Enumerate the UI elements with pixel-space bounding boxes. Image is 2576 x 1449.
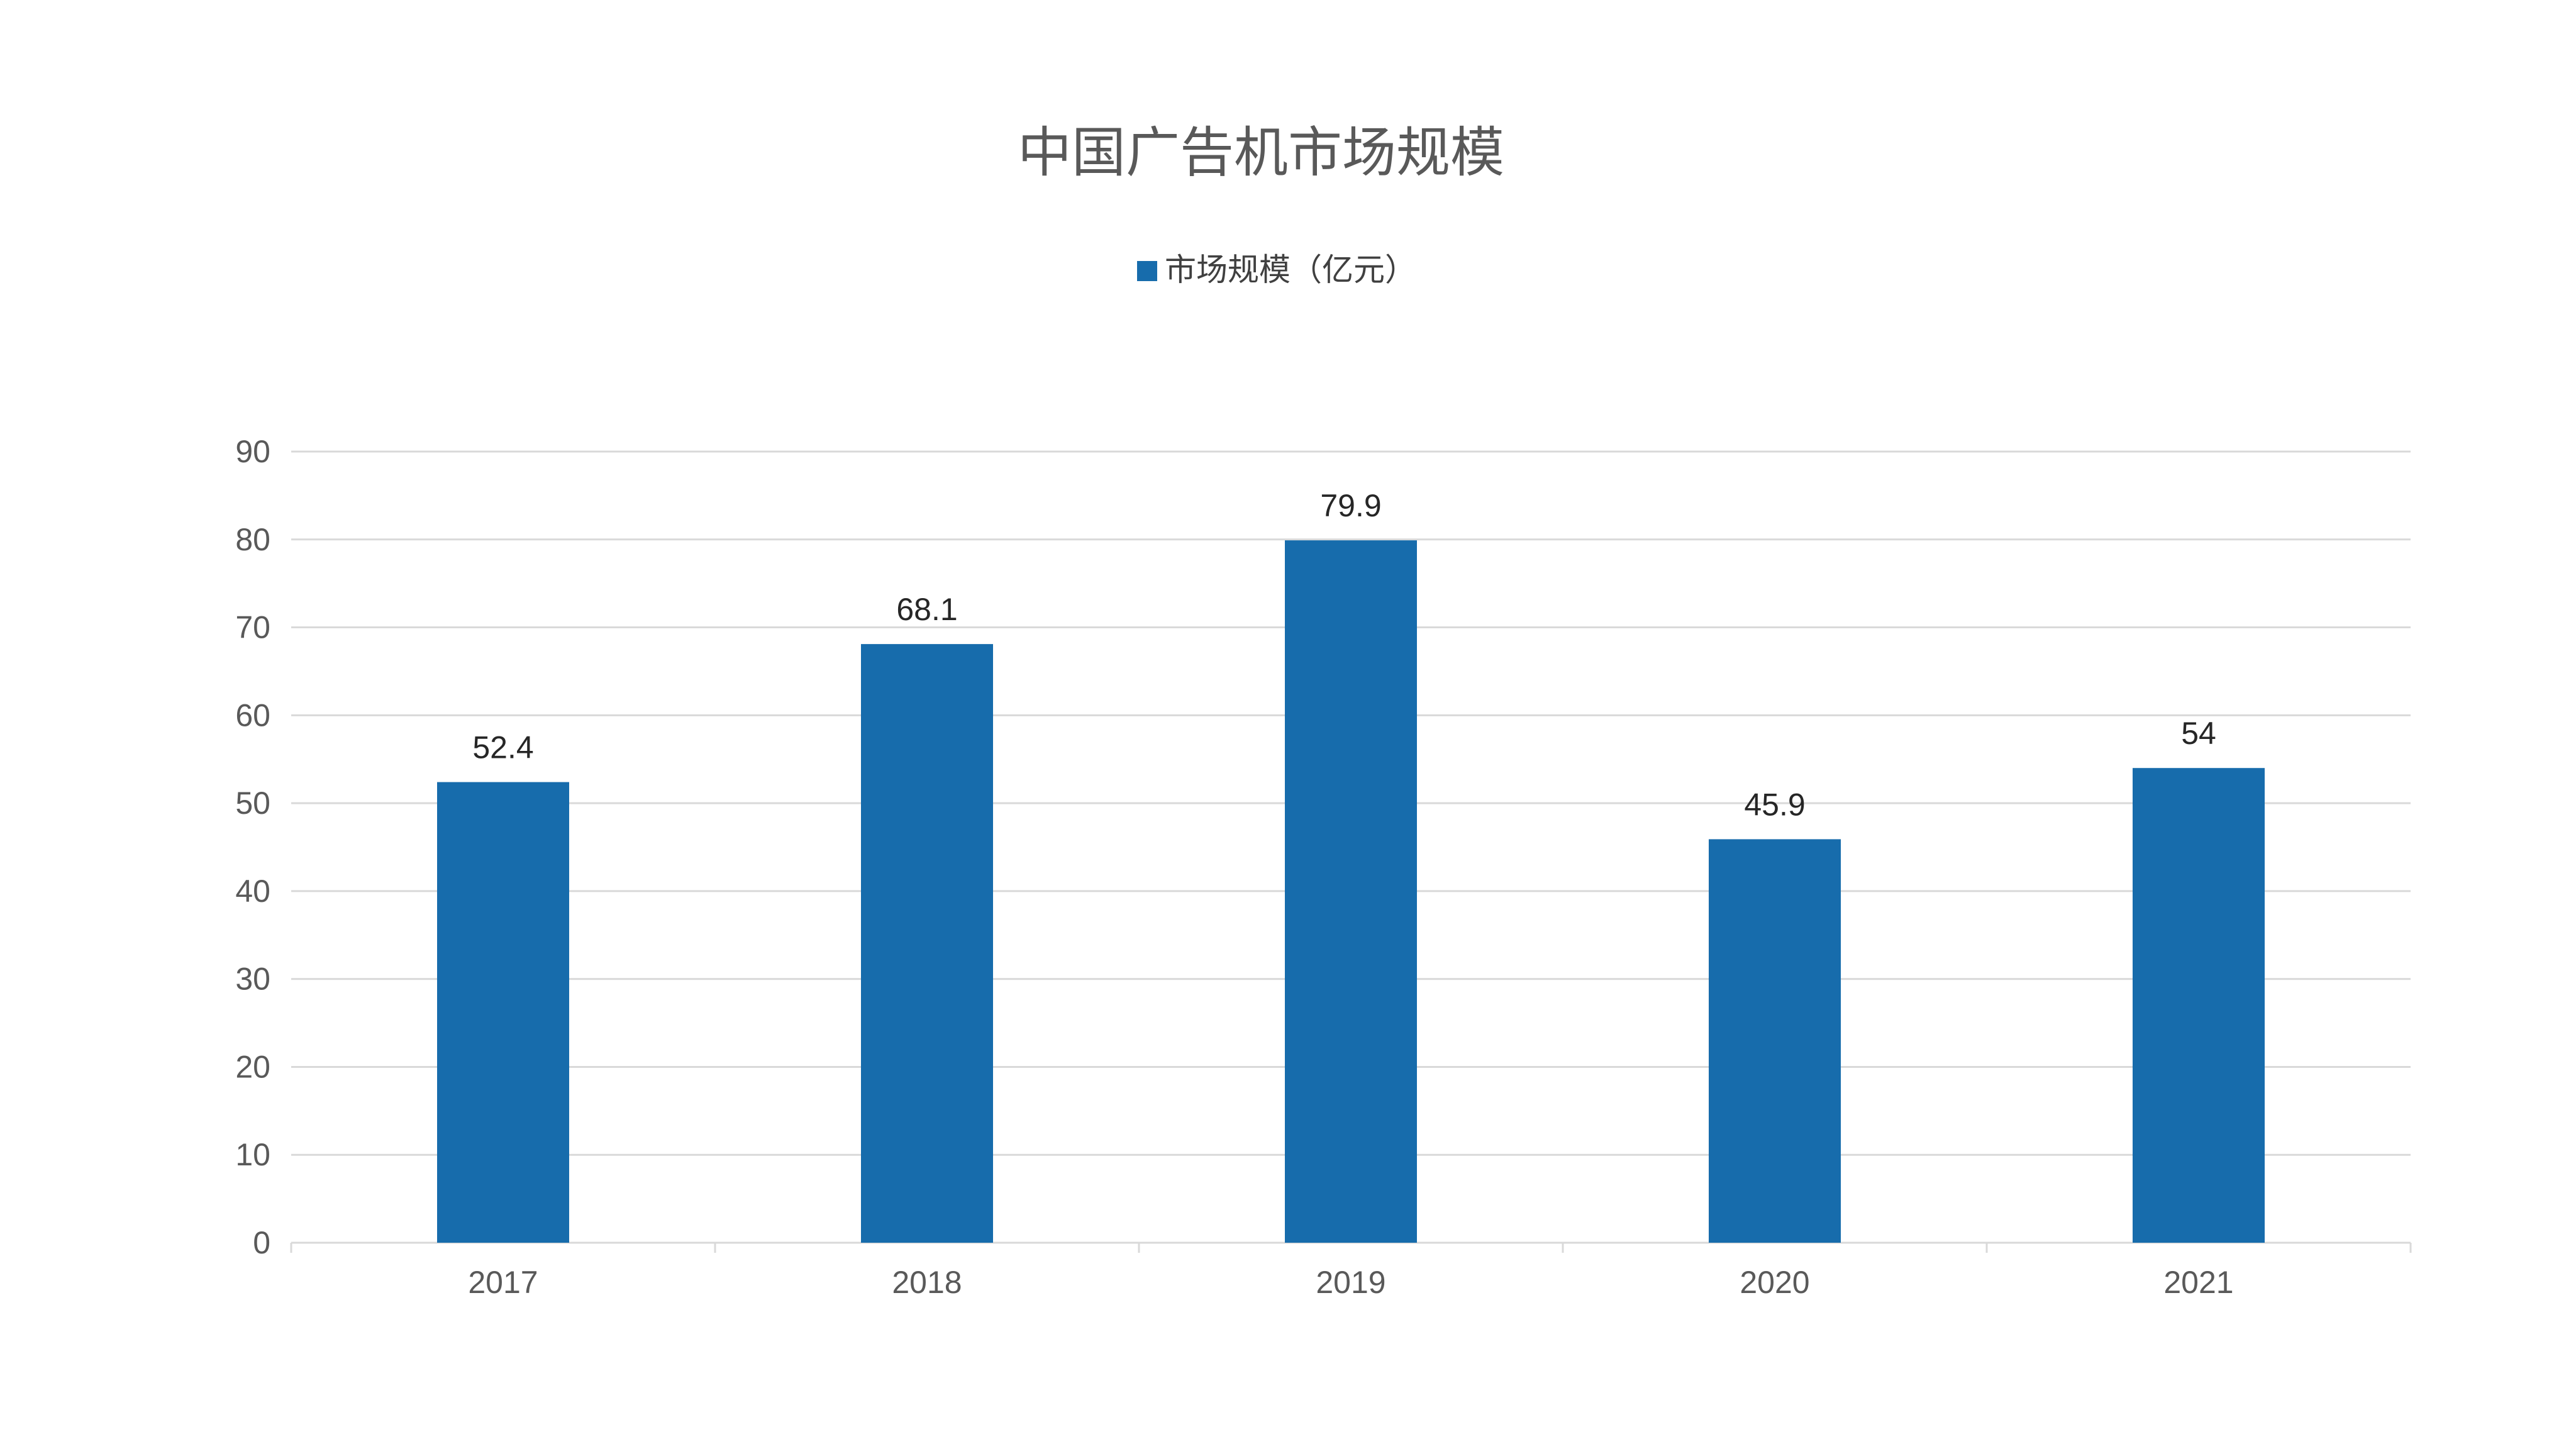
legend-label: 市场规模（亿元）: [1165, 252, 1416, 288]
x-tick-label-2021: 2021: [2163, 1265, 2233, 1300]
data-labels: 52.4 68.1 79.9 45.9 54: [472, 488, 2216, 822]
y-tick-label: 80: [235, 522, 270, 557]
chart-title: 中国广告机市场规模: [1018, 121, 1504, 184]
bar-2020: [1709, 839, 1841, 1243]
y-tick-label: 70: [235, 610, 270, 645]
x-axis-tick-labels: 2017 2018 2019 2020 2021: [468, 1265, 2233, 1300]
y-tick-label: 60: [235, 697, 270, 733]
y-tick-label: 90: [235, 434, 270, 469]
bar-2017: [437, 782, 569, 1243]
data-label-2020: 45.9: [1744, 787, 1805, 822]
data-label-2019: 79.9: [1320, 488, 1381, 523]
legend-swatch: [1137, 261, 1157, 281]
y-tick-label: 20: [235, 1049, 270, 1084]
bars: [437, 540, 2265, 1243]
y-tick-label: 50: [235, 786, 270, 821]
bar-2019: [1285, 540, 1417, 1243]
x-axis: [290, 1241, 2412, 1253]
data-label-2021: 54: [2181, 716, 2216, 751]
x-tick-label-2017: 2017: [468, 1265, 538, 1300]
x-tick-label-2018: 2018: [892, 1265, 962, 1300]
y-tick-label: 10: [235, 1137, 270, 1172]
data-label-2018: 68.1: [896, 592, 957, 627]
y-axis-tick-labels: 0 10 20 30 40 50 60 70 80 90: [235, 434, 270, 1260]
x-tick-label-2020: 2020: [1740, 1265, 1809, 1300]
y-tick-label: 40: [235, 874, 270, 909]
data-label-2017: 52.4: [472, 730, 533, 765]
bar-2021: [2133, 768, 2265, 1243]
bar-2018: [861, 644, 993, 1243]
y-tick-label: 30: [235, 962, 270, 997]
x-tick-label-2019: 2019: [1316, 1265, 1385, 1300]
y-tick-label: 0: [253, 1225, 270, 1260]
legend: 市场规模（亿元）: [1137, 252, 1416, 288]
